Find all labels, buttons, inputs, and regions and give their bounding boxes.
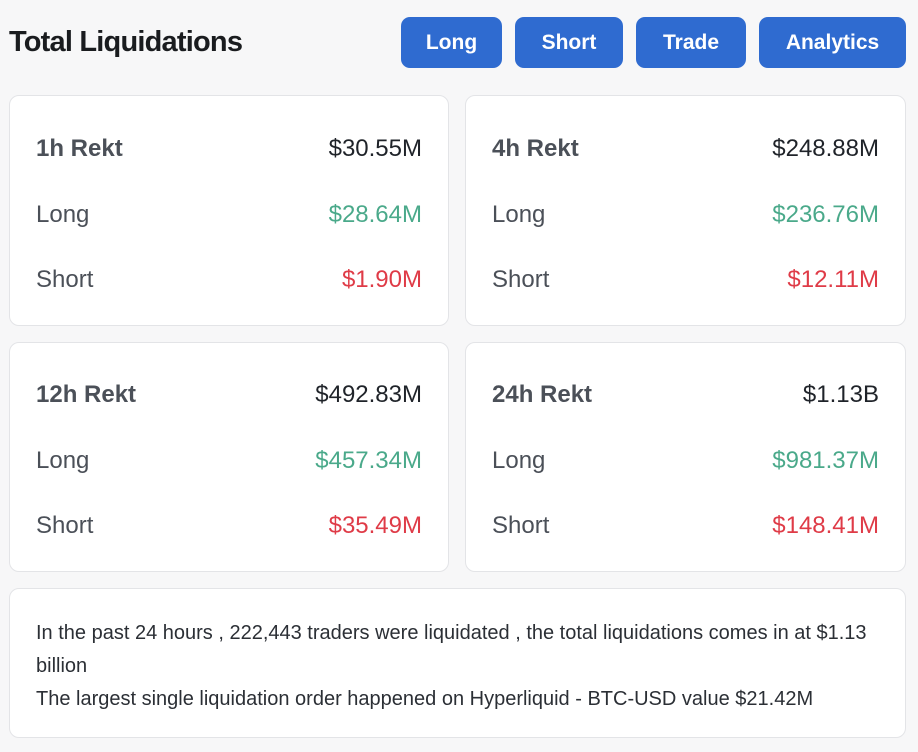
long-value: $457.34M xyxy=(315,447,422,474)
short-label: Short xyxy=(492,512,550,539)
analytics-button[interactable]: Analytics xyxy=(759,17,906,68)
total-row: 4h Rekt $248.88M xyxy=(492,132,879,166)
page-title: Total Liquidations xyxy=(9,26,243,58)
short-row: Short $12.11M xyxy=(492,263,879,297)
card-12h-rekt: 12h Rekt $492.83M Long $457.34M Short $3… xyxy=(9,342,449,572)
short-label: Short xyxy=(36,266,94,293)
trade-button[interactable]: Trade xyxy=(636,17,746,68)
long-value: $236.76M xyxy=(772,201,879,228)
total-row: 1h Rekt $30.55M xyxy=(36,132,422,166)
long-row: Long $981.37M xyxy=(492,444,879,478)
liquidation-summary: In the past 24 hours , 222,443 traders w… xyxy=(9,588,906,738)
card-24h-rekt: 24h Rekt $1.13B Long $981.37M Short $148… xyxy=(465,342,906,572)
card-title: 4h Rekt xyxy=(492,135,579,162)
short-row: Short $148.41M xyxy=(492,509,879,543)
long-row: Long $457.34M xyxy=(36,444,422,478)
card-4h-rekt: 4h Rekt $248.88M Long $236.76M Short $12… xyxy=(465,95,906,326)
long-row: Long $28.64M xyxy=(36,198,422,232)
long-button[interactable]: Long xyxy=(401,17,502,68)
long-label: Long xyxy=(36,201,90,228)
short-button[interactable]: Short xyxy=(515,17,623,68)
long-label: Long xyxy=(492,447,546,474)
total-value: $248.88M xyxy=(772,135,879,162)
total-row: 24h Rekt $1.13B xyxy=(492,378,879,412)
long-value: $28.64M xyxy=(328,201,422,228)
summary-total-text: In the past 24 hours , 222,443 traders w… xyxy=(36,622,867,677)
summary-largest-order-text: The largest single liquidation order hap… xyxy=(36,688,814,710)
short-value: $1.90M xyxy=(341,266,422,293)
short-label: Short xyxy=(36,512,94,539)
card-title: 24h Rekt xyxy=(492,381,593,408)
total-value: $492.83M xyxy=(315,381,422,408)
total-value: $30.55M xyxy=(328,135,422,162)
page-header: Total Liquidations Long Short Trade Anal… xyxy=(0,0,918,86)
total-row: 12h Rekt $492.83M xyxy=(36,378,422,412)
short-value: $12.11M xyxy=(787,266,879,293)
long-value: $981.37M xyxy=(772,447,879,474)
long-label: Long xyxy=(492,201,546,228)
short-value: $35.49M xyxy=(328,512,422,539)
total-value: $1.13B xyxy=(802,381,879,408)
short-row: Short $35.49M xyxy=(36,509,422,543)
card-title: 1h Rekt xyxy=(36,135,123,162)
short-value: $148.41M xyxy=(772,512,879,539)
card-title: 12h Rekt xyxy=(36,381,137,408)
short-row: Short $1.90M xyxy=(36,263,422,297)
short-label: Short xyxy=(492,266,550,293)
card-1h-rekt: 1h Rekt $30.55M Long $28.64M Short $1.90… xyxy=(9,95,449,326)
long-label: Long xyxy=(36,447,90,474)
long-row: Long $236.76M xyxy=(492,198,879,232)
